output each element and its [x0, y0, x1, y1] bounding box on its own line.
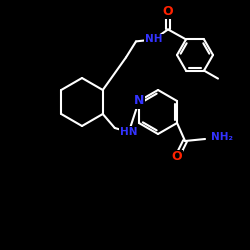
Text: NH₂: NH₂	[211, 132, 233, 142]
Text: O: O	[172, 150, 182, 164]
Text: N: N	[134, 94, 144, 108]
Text: HN: HN	[120, 127, 138, 137]
Text: O: O	[163, 5, 173, 18]
Text: NH: NH	[145, 34, 163, 44]
